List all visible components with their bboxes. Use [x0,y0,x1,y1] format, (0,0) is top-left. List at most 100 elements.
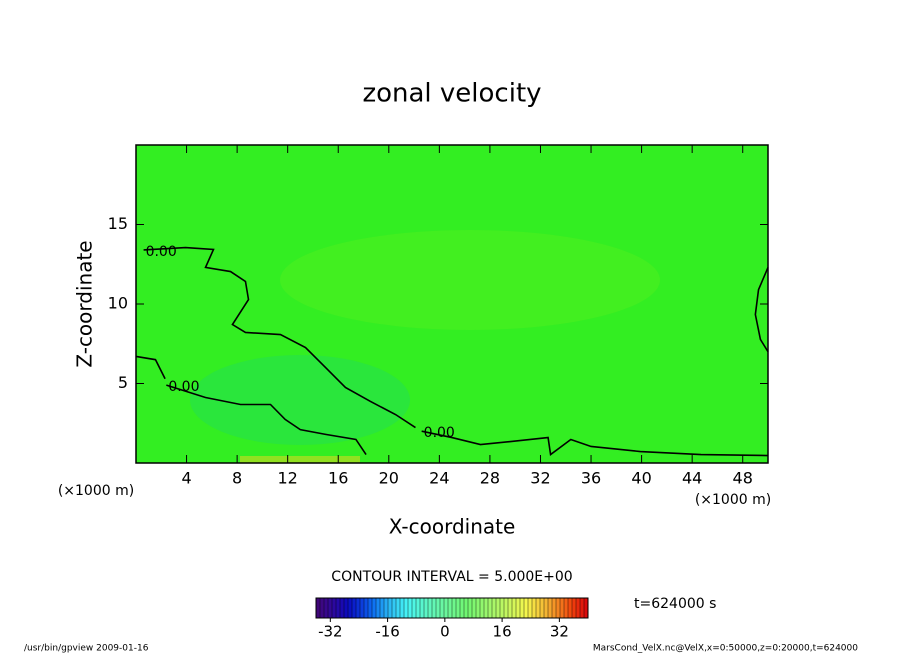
colorbar-cell [352,598,356,618]
y-tick-label: 5 [118,373,128,392]
contour-line [135,355,166,380]
colorbar-cell [424,598,428,618]
colorbar-cell [384,598,388,618]
colorbar-cell [528,598,532,618]
colorbar-cell [416,598,420,618]
colorbar-cell [324,598,328,618]
colorbar-cell [548,598,552,618]
y-tick-label: 10 [108,294,128,313]
colorbar-cell [340,598,344,618]
x-tick-label: 4 [181,469,191,488]
colorbar-cell [484,598,488,618]
colorbar-cell [376,598,380,618]
colorbar-cell [520,598,524,618]
colorbar-cell [440,598,444,618]
contour-label: 0.00 [146,244,177,260]
colorbar-cell [420,598,424,618]
colorbar-cell [552,598,556,618]
contour-label: 0.00 [168,379,199,395]
colorbar-cell [512,598,516,618]
x-tick-label: 20 [379,469,399,488]
colorbar-cell [360,598,364,618]
colorbar-cell [476,598,480,618]
colorbar-cell [372,598,376,618]
contour-line [421,430,769,457]
colorbar-cell [540,598,544,618]
colorbar-cell [536,598,540,618]
colorbar-cell [556,598,560,618]
colorbar-cell [432,598,436,618]
colorbar-tick-label: -32 [318,623,343,641]
colorbar-cell [364,598,368,618]
colorbar-cell [316,598,320,618]
contour-label: 0.00 [424,425,455,441]
colorbar-cell [396,598,400,618]
colorbar-cell [436,598,440,618]
colorbar-cell [584,598,588,618]
x-tick-label: 36 [581,469,601,488]
colorbar-cell [332,598,336,618]
colorbar-cell [504,598,508,618]
colorbar-cell [412,598,416,618]
y-unit: (×1000 m) [58,483,134,499]
contour-interval: CONTOUR INTERVAL = 5.000E+00 [331,569,572,585]
x-tick-label: 48 [733,469,753,488]
contour-line [754,267,769,353]
x-axis-label: X-coordinate [389,515,516,539]
colorbar-cell [388,598,392,618]
x-tick-label: 44 [682,469,702,488]
x-tick-label: 24 [429,469,449,488]
colorbar-cell [348,598,352,618]
colorbar-cell [392,598,396,618]
colorbar-frame [315,597,589,619]
colorbar-tick-label: 0 [440,623,450,641]
colorbar-cell [320,598,324,618]
x-unit: (×1000 m) [695,492,771,508]
colorbar-cell [572,598,576,618]
colorbar-cell [544,598,548,618]
colorbar-cell [532,598,536,618]
colorbar-cell [464,598,468,618]
colorbar-cell [472,598,476,618]
footer-left: /usr/bin/gpview 2009-01-16 [24,644,149,654]
contour-line [166,384,367,456]
colorbar-cell [380,598,384,618]
colorbar-cell [508,598,512,618]
colorbar-cell [468,598,472,618]
colorbar-cell [516,598,520,618]
colorbar-cell [328,598,332,618]
x-tick-label: 40 [631,469,651,488]
colorbar-cell [400,598,404,618]
colorbar-cell [560,598,564,618]
y-tick-label: 15 [108,214,128,233]
colorbar-cell [492,598,496,618]
colorbar-cell [456,598,460,618]
colorbar-tick-label: 32 [550,623,569,641]
shade [240,456,360,463]
y-axis-label: Z-coordinate [73,240,97,367]
x-tick-label: 16 [328,469,348,488]
colorbar-cell [408,598,412,618]
colorbar-cell [452,598,456,618]
colorbar-cell [564,598,568,618]
colorbar-cell [428,598,432,618]
colorbar-cell [460,598,464,618]
x-tick-label: 12 [278,469,298,488]
colorbar-cell [356,598,360,618]
colorbar-cell [580,598,584,618]
shade [280,230,660,330]
colorbar-cell [368,598,372,618]
colorbar-cell [444,598,448,618]
colorbar-cell [480,598,484,618]
colorbar-cell [568,598,572,618]
colorbar-cell [496,598,500,618]
colorbar-cell [500,598,504,618]
colorbar-cell [344,598,348,618]
colorbar-cell [448,598,452,618]
x-tick-label: 32 [530,469,550,488]
colorbar-cell [404,598,408,618]
colorbar-tick-label: 16 [493,623,512,641]
colorbar-cell [336,598,340,618]
x-tick-label: 8 [232,469,242,488]
